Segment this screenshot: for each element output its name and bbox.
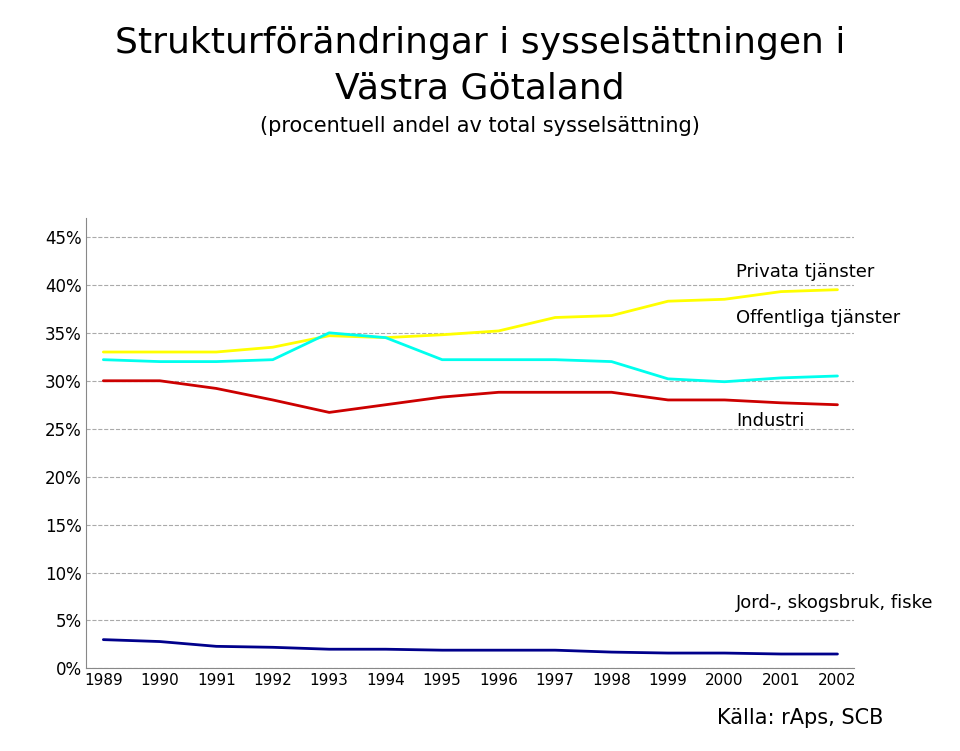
Text: Industri: Industri bbox=[735, 412, 804, 430]
Text: Offentliga tjänster: Offentliga tjänster bbox=[735, 309, 900, 327]
Text: Strukturförändringar i sysselsättningen i: Strukturförändringar i sysselsättningen … bbox=[115, 26, 845, 60]
Text: Privata tjänster: Privata tjänster bbox=[735, 264, 875, 282]
Text: Jord-, skogsbruk, fiske: Jord-, skogsbruk, fiske bbox=[735, 594, 933, 612]
Text: Källa: rAps, SCB: Källa: rAps, SCB bbox=[717, 708, 883, 728]
Text: (procentuell andel av total sysselsättning): (procentuell andel av total sysselsättni… bbox=[260, 116, 700, 137]
Text: Västra Götaland: Västra Götaland bbox=[335, 71, 625, 105]
